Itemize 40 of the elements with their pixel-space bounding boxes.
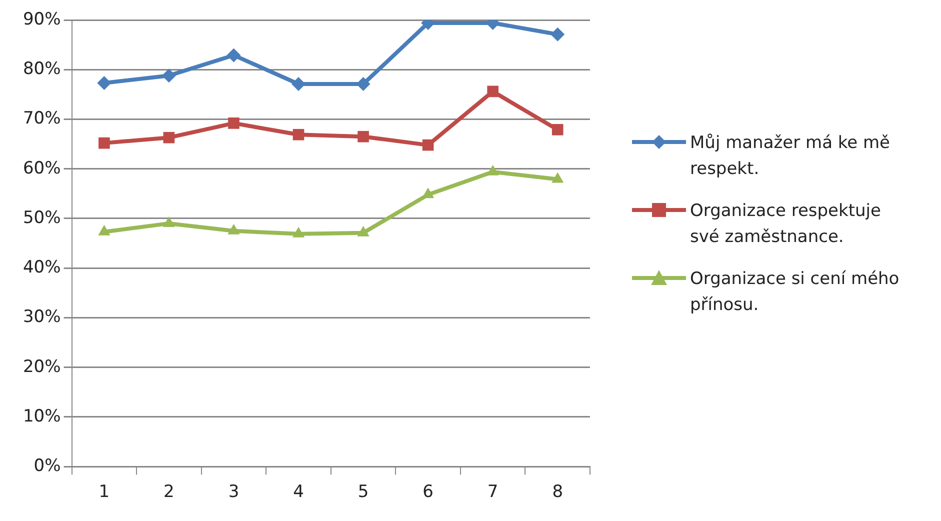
point <box>552 124 564 136</box>
x-tick-label: 7 <box>487 482 498 502</box>
x-tick-label: 8 <box>552 482 564 502</box>
y-tick-label: 20% <box>22 356 61 377</box>
point <box>487 86 498 98</box>
point <box>162 68 176 83</box>
x-tick-label: 3 <box>228 482 240 502</box>
y-tick-label: 70% <box>22 108 61 129</box>
y-tick-label: 90% <box>22 9 61 30</box>
point <box>357 226 370 236</box>
y-tick-label: 60% <box>22 158 61 178</box>
point <box>228 224 240 234</box>
point <box>226 48 241 62</box>
y-tick-label: 50% <box>22 208 61 228</box>
y-tick-label: 0% <box>34 456 61 476</box>
x-tick-label: 2 <box>164 482 174 502</box>
point <box>422 139 434 151</box>
point <box>162 216 176 227</box>
x-tick-label: 1 <box>98 482 110 502</box>
point <box>163 132 175 144</box>
point <box>98 224 110 236</box>
point <box>98 137 110 149</box>
legend-label: Organizace si cení mého přínosu. <box>690 268 900 317</box>
y-tick-label: 30% <box>22 307 61 328</box>
x-tick-label: 4 <box>293 482 304 502</box>
legend-label: Můj manažer má ke mě respekt. <box>690 132 892 181</box>
x-tick-label: 6 <box>422 482 434 502</box>
y-tick-label: 10% <box>22 406 61 426</box>
y-tick-label: 80% <box>22 59 61 80</box>
point <box>228 118 240 129</box>
point <box>358 130 369 142</box>
point <box>356 77 370 92</box>
legend-label: Organizace respektuje své zaměstnance. <box>690 200 882 249</box>
x-tick-label: 5 <box>358 482 369 502</box>
point <box>550 27 565 42</box>
point <box>292 226 305 238</box>
point <box>552 172 564 183</box>
y-tick-label: 40% <box>22 258 61 278</box>
point <box>292 128 304 140</box>
point <box>97 76 112 90</box>
